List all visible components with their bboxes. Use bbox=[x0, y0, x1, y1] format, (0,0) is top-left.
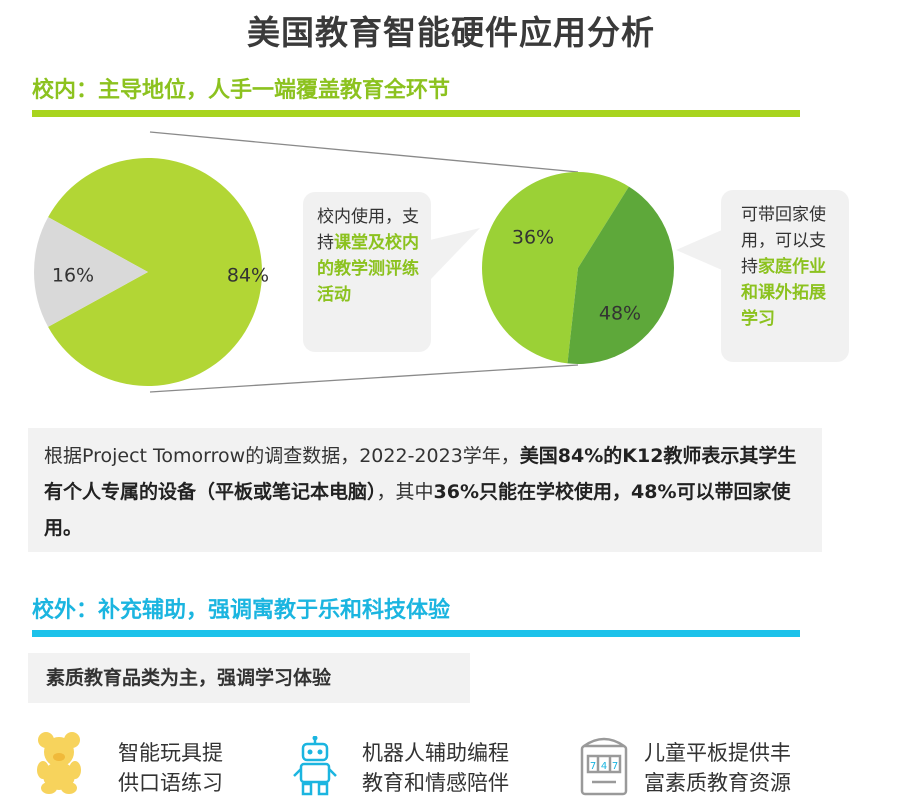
svg-text:4: 4 bbox=[601, 761, 607, 772]
feature-robot: 机器人辅助编程 教育和情感陪伴 bbox=[362, 738, 509, 798]
feature-smart-toys: 智能玩具提 供口语练习 bbox=[118, 738, 223, 798]
info-text-1: 根据Project Tomorrow的调查数据，2022-2023学年， bbox=[44, 445, 520, 467]
callout-in-school-text: 校内使用，支持 bbox=[317, 207, 419, 253]
section-heading-out-of-school: 校外：补充辅助，强调寓教于乐和科技体验 bbox=[32, 598, 451, 623]
feature-robot-line2: 教育和情感陪伴 bbox=[362, 771, 509, 795]
feature-smart-toys-line2: 供口语练习 bbox=[118, 771, 223, 795]
subheading-box: 素质教育品类为主，强调学习体验 bbox=[28, 653, 470, 703]
info-bold-1: 美国84%的K12教师表示其学生有个人专属的设备（平板或笔记本电脑） bbox=[44, 445, 797, 503]
pie-label-48: 48% bbox=[599, 303, 641, 325]
callout-pointer-right bbox=[676, 230, 722, 270]
section-heading-in-school: 校内：主导地位，人手一端覆盖教育全环节 bbox=[32, 78, 451, 103]
info-text-2: ，其中 bbox=[376, 481, 434, 503]
callout-take-home-highlight: 家庭作业和课外拓展学习 bbox=[741, 257, 826, 329]
svg-text:7: 7 bbox=[590, 761, 596, 772]
callout-in-school: 校内使用，支持课堂及校内的教学测评练活动 bbox=[303, 192, 431, 352]
teddy-bear-icon bbox=[37, 732, 81, 794]
pie-label-36: 36% bbox=[512, 227, 554, 249]
svg-text:7: 7 bbox=[612, 761, 618, 772]
feature-smart-toys-line1: 智能玩具提 bbox=[118, 741, 223, 765]
pie-slice-84 bbox=[48, 158, 262, 386]
pie-label-84: 84% bbox=[227, 265, 269, 287]
pie-slice-36 bbox=[482, 172, 629, 364]
callout-pointer-left bbox=[430, 228, 480, 280]
info-bold-2: 36%只能在学校使用，48%可以带回家使用。 bbox=[44, 481, 791, 539]
page-title: 美国教育智能硬件应用分析 bbox=[247, 13, 655, 52]
callout-take-home: 可带回家使用，可以支持家庭作业和课外拓展学习 bbox=[721, 190, 849, 362]
feature-robot-line1: 机器人辅助编程 bbox=[362, 741, 509, 765]
zoom-connector-line bbox=[149, 131, 579, 173]
survey-info-box: 根据Project Tomorrow的调查数据，2022-2023学年，美国84… bbox=[28, 428, 822, 552]
pie-label-16: 16% bbox=[52, 265, 94, 287]
zoom-connector-line bbox=[149, 364, 579, 393]
section-divider-green bbox=[32, 110, 800, 117]
section-divider-blue bbox=[32, 630, 800, 637]
callout-in-school-highlight: 课堂及校内的教学测评练活动 bbox=[317, 233, 419, 305]
pie-slice-48 bbox=[567, 186, 674, 364]
feature-kids-tablet: 儿童平板提供丰 富素质教育资源 bbox=[644, 738, 791, 798]
robot-icon bbox=[293, 736, 337, 796]
tablet-machine-icon: 7 4 7 bbox=[580, 737, 628, 796]
pie-chart-overall: 84% 16% bbox=[34, 158, 269, 386]
callout-take-home-text: 可带回家使用，可以支持 bbox=[741, 205, 826, 277]
pie-slice-16 bbox=[34, 217, 149, 327]
pie-charts: 84% 16% 36% 48% bbox=[34, 131, 722, 393]
feature-kids-tablet-line2: 富素质教育资源 bbox=[644, 771, 791, 795]
pie-chart-breakdown: 36% 48% bbox=[482, 172, 674, 364]
feature-kids-tablet-line1: 儿童平板提供丰 bbox=[644, 741, 791, 765]
